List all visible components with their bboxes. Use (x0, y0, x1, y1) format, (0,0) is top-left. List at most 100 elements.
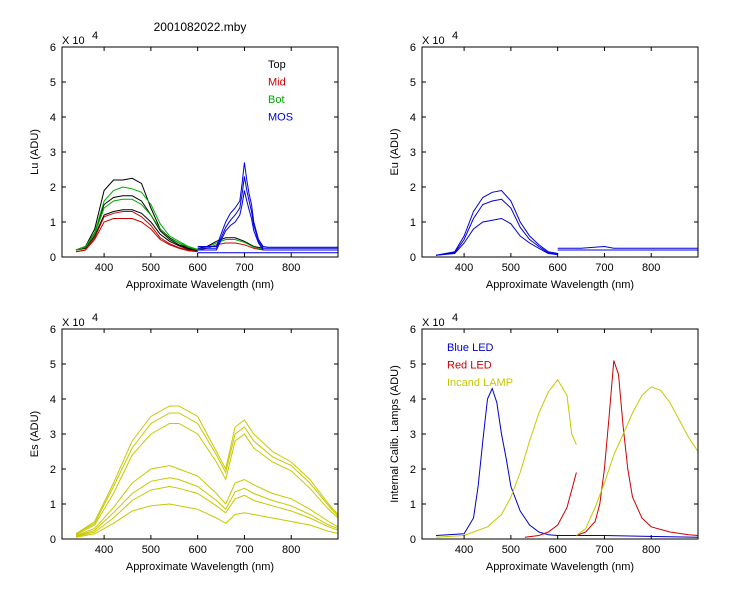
x-tick-label: 600 (188, 544, 206, 556)
y-tick-label: 5 (50, 359, 56, 371)
y-tick-label: 3 (410, 147, 416, 159)
y-tick-label: 6 (410, 42, 416, 54)
exponent-label: X 10 (422, 35, 445, 47)
series-line-eu-2 (435, 217, 558, 256)
y-axis-label: Es (ADU) (29, 411, 41, 457)
y-tick-label: 2 (410, 464, 416, 476)
chart-lu: 400 500 600 700 800 0 1 2 3 4 5 6 X 10 4 Approximate W… (29, 20, 339, 291)
y-tick-label: 2 (50, 182, 56, 194)
y-tick-label: 2 (50, 464, 56, 476)
y-tick-label: 0 (50, 534, 56, 546)
x-tick-label: 700 (595, 544, 613, 556)
chart-cal: 400 500 600 700 800 0 1 2 3 4 5 6 X 10 4 Approximate W… (389, 312, 699, 573)
x-tick-label: 600 (188, 262, 206, 274)
y-tick-label: 4 (410, 112, 416, 124)
series-line-cal-2 (576, 360, 698, 536)
series-line-lu-7 (197, 237, 264, 249)
x-tick-label: 800 (642, 544, 660, 556)
series-line-es-1 (75, 412, 338, 535)
x-tick-label: 600 (548, 262, 566, 274)
x-tick-label: 500 (142, 544, 160, 556)
y-tick-label: 6 (410, 324, 416, 336)
legend-entry: Incand LAMP (447, 377, 513, 389)
exponent-power: 4 (452, 30, 458, 42)
y-tick-label: 1 (50, 499, 56, 511)
legend-entry: Mid (268, 77, 286, 89)
exponent-power: 4 (92, 30, 98, 42)
y-tick-label: 5 (410, 359, 416, 371)
series-line-es-6 (75, 503, 338, 538)
y-tick-label: 3 (410, 429, 416, 441)
x-tick-label: 800 (282, 544, 300, 556)
x-tick-label: 800 (282, 262, 300, 274)
x-tick-label: 400 (455, 544, 473, 556)
exponent-label: X 10 (62, 317, 85, 329)
x-axis-label: Approximate Wavelength (nm) (486, 561, 634, 573)
y-tick-label: 2 (410, 182, 416, 194)
series-line-eu-1 (435, 198, 558, 256)
x-tick-label: 700 (595, 262, 613, 274)
series-line-es-2 (75, 423, 338, 536)
exponent-power: 4 (92, 312, 98, 324)
y-tick-label: 6 (50, 324, 56, 336)
series-line-lu-10 (197, 162, 338, 248)
y-tick-label: 5 (50, 77, 56, 89)
exponent-power: 4 (452, 312, 458, 324)
y-axis-label: Lu (ADU) (29, 129, 41, 175)
y-tick-label: 0 (50, 252, 56, 264)
chart-es: 400 500 600 700 800 0 1 2 3 4 5 6 X 10 4 Approximate W… (29, 312, 339, 573)
x-tick-label: 400 (95, 544, 113, 556)
series-line-es-5 (75, 485, 338, 537)
series-line-cal-1 (524, 472, 577, 538)
x-tick-label: 400 (95, 262, 113, 274)
series-line-lu-11 (197, 176, 338, 249)
series-line-es-0 (75, 405, 338, 535)
series-group (75, 162, 338, 254)
x-tick-label: 600 (548, 544, 566, 556)
chart-eu: 400 500 600 700 800 0 1 2 3 4 5 6 X 10 4 Approximate W… (389, 30, 699, 291)
x-tick-label: 700 (235, 262, 253, 274)
y-tick-label: 4 (410, 394, 416, 406)
chart-title: 2001082022.mby (154, 20, 247, 34)
series-line-eu-0 (435, 189, 558, 256)
series-line-lu-4 (75, 211, 198, 253)
y-tick-label: 0 (410, 534, 416, 546)
plot-frame (61, 328, 339, 540)
y-tick-label: 6 (50, 42, 56, 54)
series-line-lu-8 (197, 242, 264, 251)
x-tick-label: 400 (455, 262, 473, 274)
series-line-es-3 (75, 464, 338, 536)
series-line-lu-6 (75, 198, 198, 251)
plot-frame (421, 46, 699, 258)
series-line-lu-5 (75, 186, 198, 251)
series-line-lu-12 (197, 190, 338, 251)
y-axis-label: Eu (ADU) (389, 128, 401, 175)
series-line-cal-4 (576, 386, 698, 536)
series-group (75, 405, 338, 538)
series-line-es-4 (75, 477, 338, 537)
y-tick-label: 1 (410, 217, 416, 229)
series-group (435, 189, 698, 256)
x-axis-label: Approximate Wavelength (nm) (126, 279, 274, 291)
y-tick-label: 3 (50, 429, 56, 441)
series-line-lu-2 (75, 209, 198, 252)
x-tick-label: 500 (502, 262, 520, 274)
y-tick-label: 4 (50, 112, 56, 124)
exponent-label: X 10 (62, 35, 85, 47)
y-axis-label: Internal Calib. Lamps (ADU) (389, 365, 401, 503)
series-line-cal-0 (435, 387, 698, 538)
series-line-cal-3 (435, 378, 577, 538)
legend-entry: Blue LED (447, 342, 494, 354)
y-tick-label: 5 (410, 77, 416, 89)
x-axis-label: Approximate Wavelength (nm) (486, 279, 634, 291)
plot-frame (61, 46, 339, 258)
y-tick-label: 0 (410, 252, 416, 264)
y-tick-label: 1 (410, 499, 416, 511)
x-axis-label: Approximate Wavelength (nm) (126, 561, 274, 573)
legend-entry: MOS (268, 112, 293, 124)
x-tick-label: 700 (235, 544, 253, 556)
y-tick-label: 1 (50, 217, 56, 229)
legend-entry: Red LED (447, 360, 492, 372)
x-tick-label: 800 (642, 262, 660, 274)
